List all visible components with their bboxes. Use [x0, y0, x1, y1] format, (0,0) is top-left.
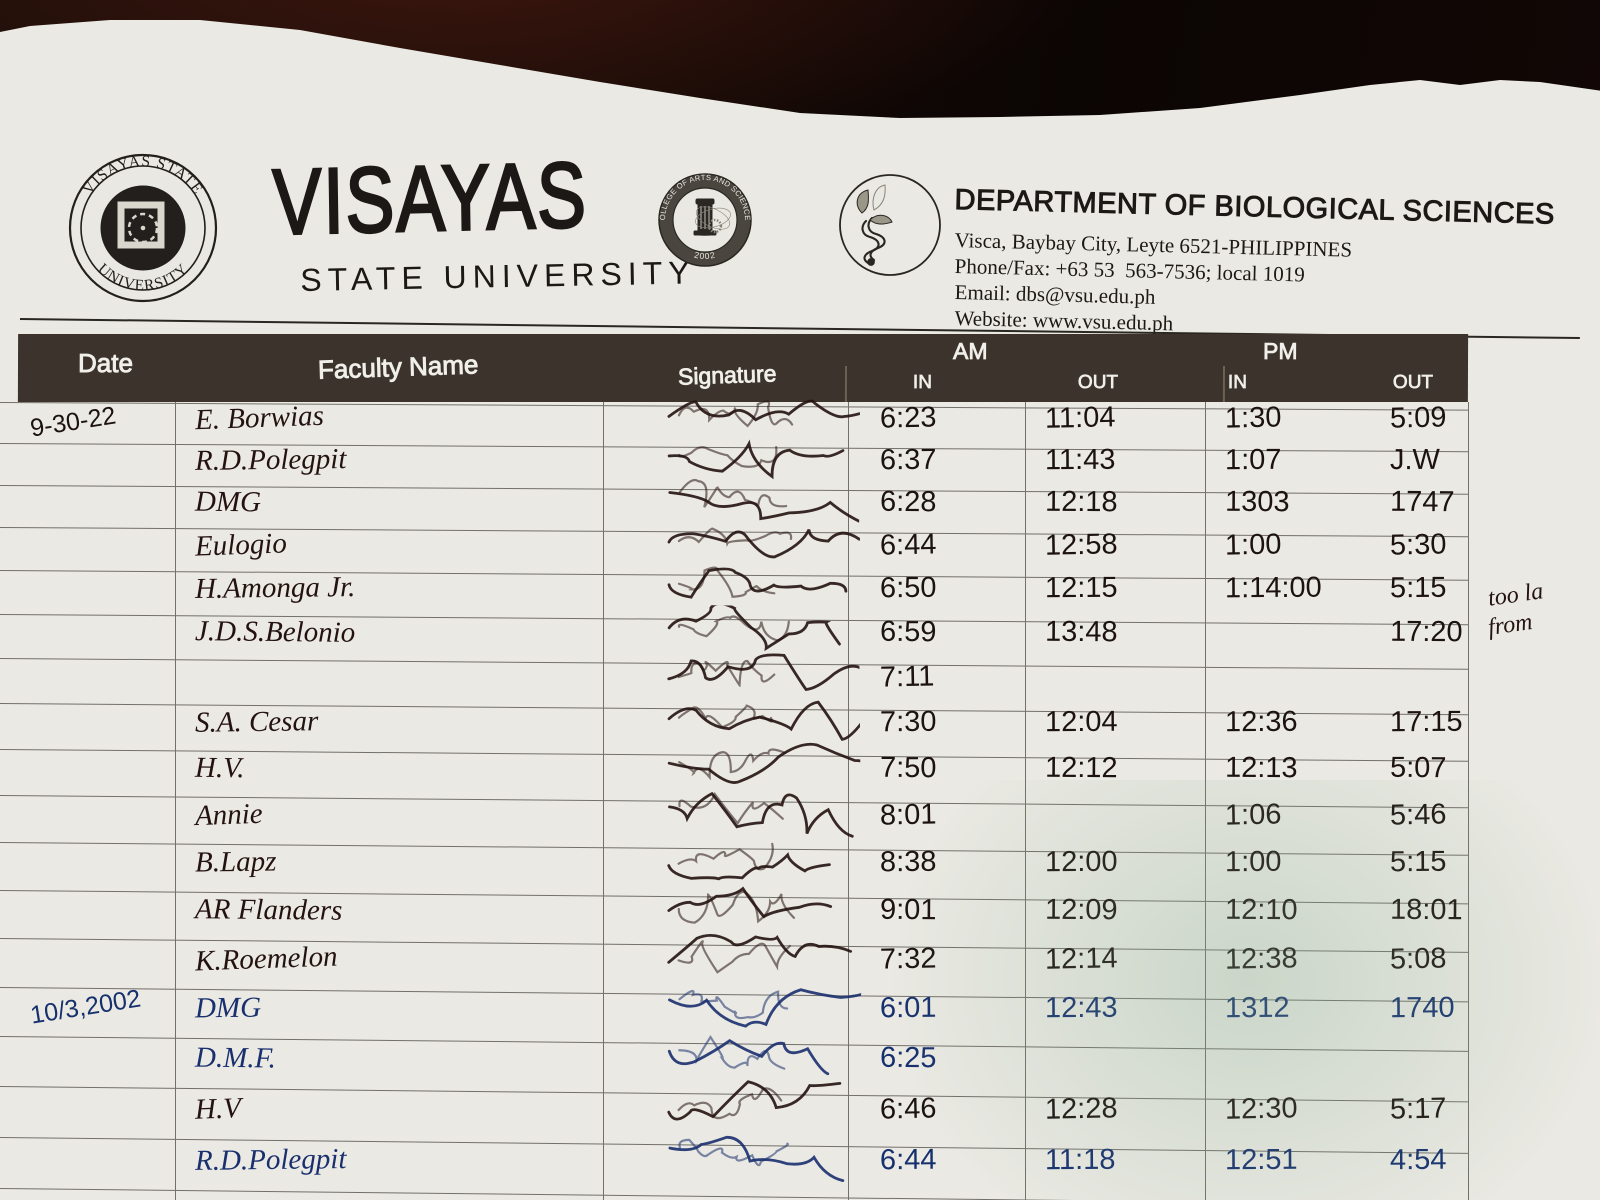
svg-text:2002: 2002 — [693, 250, 716, 261]
